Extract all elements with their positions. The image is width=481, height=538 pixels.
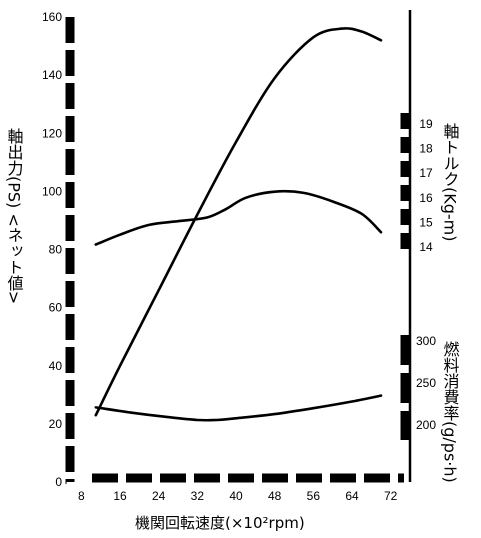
fuel-consumption-curve (94, 394, 383, 422)
torque-tick-label: 18 (419, 142, 433, 156)
x-tick-label: 32 (191, 489, 205, 503)
torque-curve (94, 189, 383, 246)
torque-axis-label: 軸トルク(Kg-m) (441, 123, 460, 242)
left-tick-label: 80 (49, 243, 63, 257)
x-tick-label: 40 (229, 489, 243, 503)
left-tick-label: 140 (42, 68, 62, 82)
torque-tick-label: 15 (419, 215, 433, 229)
torque-tick-label: 17 (419, 166, 433, 180)
x-tick-label: 16 (113, 489, 127, 503)
x-tick-label: 48 (268, 489, 282, 503)
left-tick-label: 40 (49, 359, 63, 373)
fuel-tick-label: 250 (416, 376, 436, 390)
torque-tick-label: 16 (419, 191, 433, 205)
left-tick-label: 100 (42, 184, 62, 198)
fuel-tick-label: 200 (416, 418, 436, 432)
power-curve (94, 27, 383, 417)
right-axis-scale: 14 15 16 17 18 19 200 250 300 (400, 113, 436, 440)
left-tick-label: 20 (49, 417, 63, 431)
x-tick-label: 64 (345, 489, 359, 503)
x-axis-label: 機関回転速度(×10²rpm) (135, 514, 305, 532)
left-axis-scale: 0 20 40 60 80 100 120 140 160 (42, 10, 75, 489)
x-axis-scale: 8 16 24 32 40 48 56 64 72 (78, 473, 404, 503)
x-tick-label: 8 (78, 489, 85, 503)
left-tick-label: 0 (55, 475, 62, 489)
fuel-axis-label: 燃料消費率(g/ps·h) (441, 341, 460, 483)
left-tick-label: 120 (42, 126, 62, 140)
x-tick-label: 72 (384, 489, 398, 503)
torque-tick-label: 19 (419, 117, 433, 131)
left-tick-label: 60 (49, 301, 63, 315)
x-tick-label: 56 (307, 489, 321, 503)
fuel-tick-label: 300 (416, 334, 436, 348)
x-tick-label: 24 (152, 489, 166, 503)
torque-tick-label: 14 (419, 240, 433, 254)
curves (94, 27, 383, 422)
left-tick-label: 160 (42, 10, 62, 24)
left-axis-label: 軸出力(PS) <ネット値> (5, 128, 24, 304)
